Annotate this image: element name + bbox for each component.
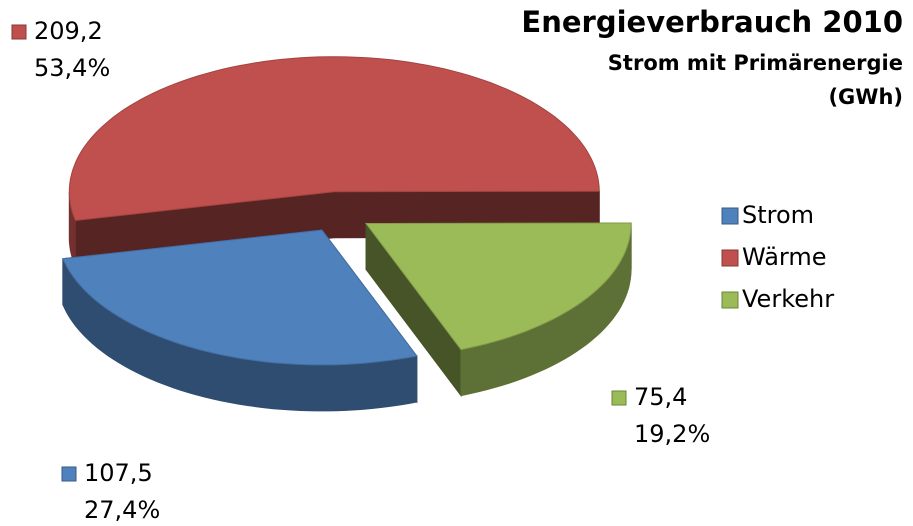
slice-top [68,56,600,222]
percent-label: 53,4% [34,54,110,82]
label-marker [11,24,27,40]
slice-top [365,222,632,351]
value-label: 75,4 [634,383,687,411]
value-label: 107,5 [84,459,153,487]
percent-label: 19,2% [634,420,710,448]
legend-label: Wärme [742,243,827,271]
legend-label: Strom [742,201,814,229]
legend-marker [721,207,739,225]
legend-marker [721,249,739,267]
percent-label: 27,4% [84,496,160,524]
slice-top [62,229,418,366]
chart-subtitle: (GWh) [828,85,903,109]
value-label: 209,2 [34,17,103,45]
chart-subtitle: Strom mit Primärenergie [608,51,903,75]
label-marker [61,466,77,482]
legend-marker [721,291,739,309]
chart-title: Energieverbrauch 2010 [521,5,903,39]
label-marker [611,390,627,406]
legend-label: Verkehr [742,285,834,313]
